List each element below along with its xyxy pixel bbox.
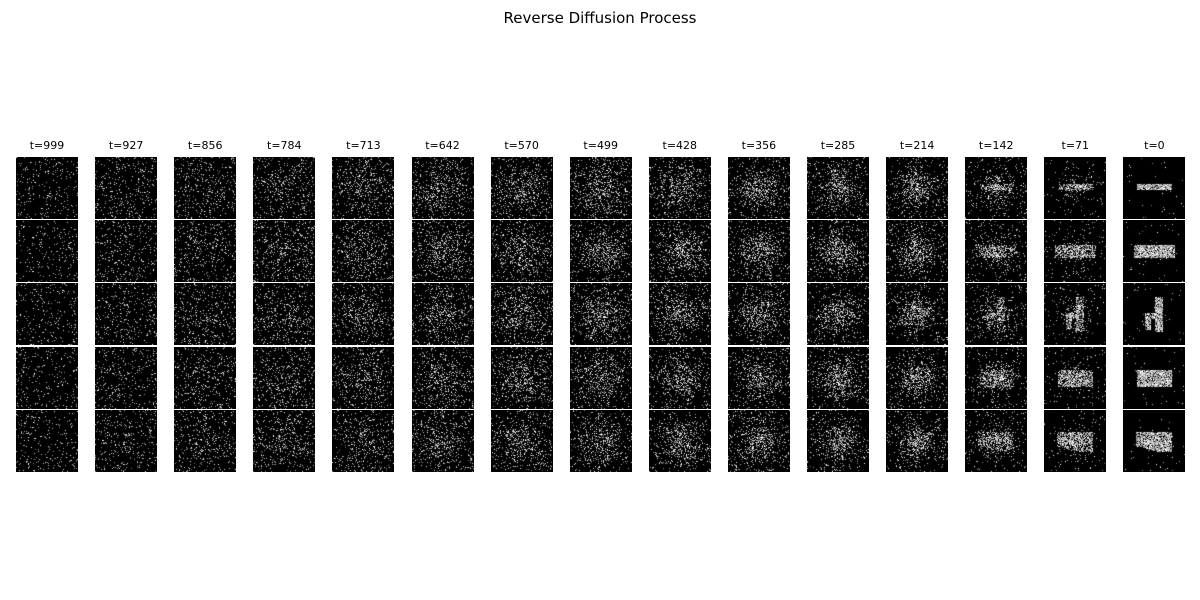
sample-tile: [174, 220, 237, 283]
sample-tile: [411, 283, 474, 346]
timestep-label: t=570: [504, 139, 539, 152]
sample-tile: [1044, 157, 1107, 219]
timestep-label: t=927: [108, 139, 144, 152]
sample-tile: [174, 157, 237, 219]
sample-tile: [886, 409, 949, 472]
sample-tile: [411, 346, 474, 409]
sample-tile: [965, 283, 1028, 346]
sample-tile: [648, 409, 711, 472]
sample-tile: [332, 220, 395, 283]
sample-tile: [727, 220, 790, 283]
sample-tile: [727, 283, 790, 346]
sample-tile: [253, 283, 316, 346]
sample-tile: [332, 283, 395, 346]
sample-tile: [1044, 283, 1107, 346]
timestep-label: t=428: [662, 139, 698, 152]
sample-tile: [16, 409, 78, 472]
sample-tile: [490, 157, 553, 219]
sample-tile: [253, 409, 316, 472]
sample-tile: [569, 409, 632, 472]
sample-tile: [253, 346, 316, 409]
sample-tile: [411, 157, 474, 219]
figure-title: Reverse Diffusion Process: [503, 9, 697, 27]
sample-tile: [95, 283, 158, 346]
sample-tile: [174, 346, 237, 409]
timestep-label: t=0: [1144, 139, 1165, 152]
sample-tile: [95, 157, 158, 219]
sample-tile: [1044, 346, 1107, 409]
sample-tile: [807, 409, 869, 472]
timestep-label: t=142: [978, 139, 1014, 152]
sample-tile: [1123, 157, 1186, 219]
sample-tile: [648, 220, 711, 283]
timestep-label: t=356: [741, 139, 777, 152]
sample-tile: [965, 220, 1028, 283]
sample-tile: [95, 409, 158, 472]
sample-tile: [886, 220, 949, 283]
sample-tile: [95, 346, 158, 409]
sample-tile: [490, 346, 553, 409]
sample-tile: [965, 346, 1028, 409]
timestep-label: t=642: [425, 139, 460, 152]
sample-tile: [727, 409, 790, 472]
sample-tile: [1123, 346, 1186, 409]
sample-tile: [807, 346, 869, 409]
sample-tile: [16, 283, 78, 346]
sample-tile: [569, 283, 632, 346]
sample-tile: [886, 283, 949, 346]
timestep-label: t=285: [820, 139, 856, 152]
sample-tile: [16, 220, 78, 283]
timestep-label: t=713: [346, 139, 381, 152]
sample-tile: [886, 346, 949, 409]
sample-tile: [727, 346, 790, 409]
timestep-label: t=499: [583, 139, 618, 152]
sample-tile: [411, 220, 474, 283]
sample-tile: [490, 283, 553, 346]
timestep-label: t=784: [267, 139, 302, 152]
sample-tile: [95, 220, 158, 283]
sample-tile: [965, 157, 1028, 219]
sample-tile: [648, 283, 711, 346]
sample-tile: [332, 346, 395, 409]
sample-tile: [174, 409, 237, 472]
timestep-label: t=214: [899, 139, 935, 152]
sample-tile: [569, 346, 632, 409]
timestep-label: t=856: [187, 139, 223, 152]
sample-tile: [648, 346, 711, 409]
sample-tile: [569, 157, 632, 219]
sample-tile: [174, 283, 237, 346]
sample-tile: [1044, 220, 1107, 283]
sample-tile: [1123, 220, 1186, 283]
sample-tile: [1123, 409, 1186, 472]
sample-tile: [1123, 283, 1186, 346]
sample-tile: [411, 409, 474, 472]
sample-tile: [1044, 409, 1107, 472]
sample-tile: [807, 220, 869, 283]
sample-tile: [490, 220, 553, 283]
sample-tile: [807, 157, 869, 219]
sample-tile: [16, 346, 78, 409]
sample-tile: [253, 157, 316, 219]
sample-tile: [965, 409, 1028, 472]
timestep-label: t=999: [29, 139, 65, 152]
sample-tile: [332, 409, 395, 472]
sample-tile: [569, 220, 632, 283]
sample-tile: [727, 157, 790, 219]
sample-tile: [332, 157, 395, 219]
sample-tile: [16, 157, 78, 219]
timestep-label: t=71: [1061, 139, 1090, 152]
sample-tile: [490, 409, 553, 472]
sample-tile: [886, 157, 949, 219]
sample-tile: [253, 220, 316, 283]
sample-tile: [807, 283, 869, 346]
sample-tile: [648, 157, 711, 219]
